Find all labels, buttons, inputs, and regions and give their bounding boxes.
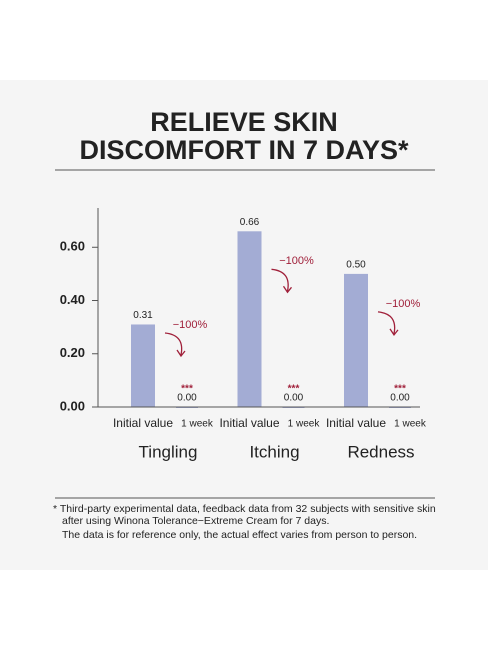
change-label: −100% <box>386 298 421 310</box>
significance: *** <box>181 384 193 395</box>
value-label: 0.31 <box>133 310 153 321</box>
change-label: −100% <box>279 255 314 267</box>
footnote: The data is for reference only, the actu… <box>62 529 417 541</box>
footnote: * Third-party experimental data, feedbac… <box>53 503 436 515</box>
y-tick-label: 0.00 <box>60 398 85 413</box>
category-label: Tingling <box>139 442 198 461</box>
bar <box>131 324 155 407</box>
x-sub-label: 1 week <box>181 419 214 430</box>
arrow <box>377 311 396 335</box>
x-sub-label: Initial value <box>219 416 279 430</box>
x-sub-label: 1 week <box>288 419 321 430</box>
y-tick-label: 0.40 <box>60 292 85 307</box>
x-sub-label: Initial value <box>113 416 173 430</box>
value-label: 0.66 <box>240 217 260 228</box>
arrow-head <box>389 328 399 336</box>
bar <box>237 231 262 407</box>
arrow-head <box>282 285 293 294</box>
arrow-head <box>176 349 186 358</box>
footnote: after using Winona Tolerance−Extreme Cre… <box>62 515 329 527</box>
x-sub-label: Initial value <box>326 416 386 430</box>
value-label: 0.00 <box>390 393 410 404</box>
value-label: 0.50 <box>346 260 366 271</box>
arrow <box>271 268 289 292</box>
chart-title: DISCOMFORT IN 7 DAYS* <box>79 135 409 165</box>
y-tick-label: 0.60 <box>60 239 85 254</box>
value-label: 0.00 <box>284 393 304 404</box>
arrow <box>164 332 183 356</box>
category-label: Redness <box>347 442 414 461</box>
significance: *** <box>288 384 300 395</box>
y-tick-label: 0.20 <box>60 345 85 360</box>
x-sub-label: 1 week <box>394 419 427 430</box>
change-label: −100% <box>173 319 208 331</box>
category-label: Itching <box>249 442 299 461</box>
significance: *** <box>394 384 406 395</box>
chart-title: RELIEVE SKIN <box>150 107 338 137</box>
bar <box>344 273 368 407</box>
value-label: 0.00 <box>177 393 197 404</box>
